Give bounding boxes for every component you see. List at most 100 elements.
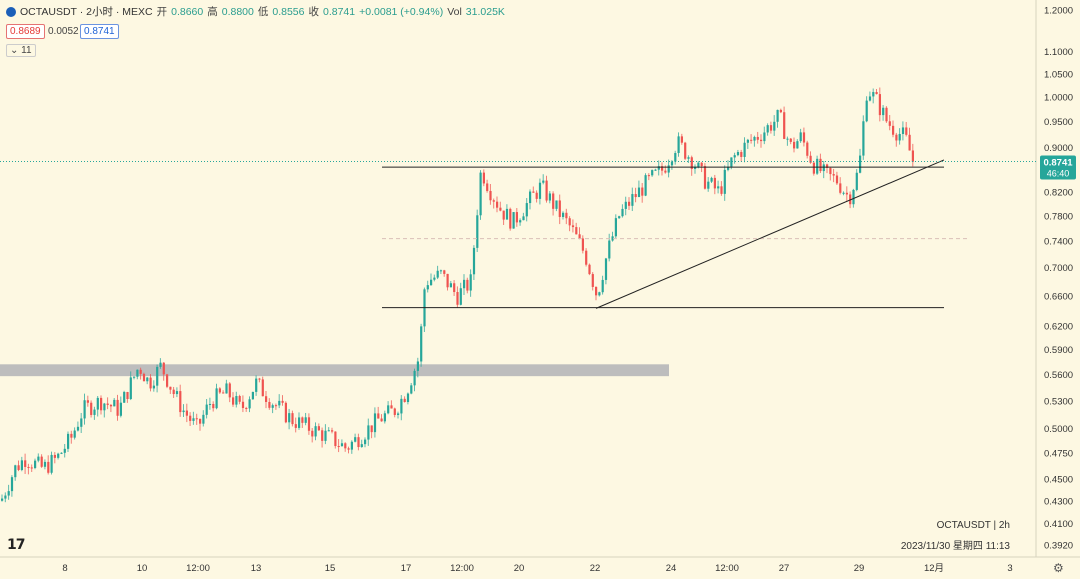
gear-icon[interactable]: ⚙ <box>1053 561 1064 575</box>
candle-body <box>100 397 103 411</box>
candle-body <box>621 208 624 217</box>
candle-body <box>380 418 383 422</box>
candle-body <box>723 169 726 194</box>
candle-body <box>364 439 367 445</box>
price-tick-label: 0.5900 <box>1044 345 1073 356</box>
candle-body <box>776 109 779 122</box>
candle-body <box>327 430 330 432</box>
candle-body <box>469 274 472 291</box>
candle-body <box>377 413 380 419</box>
symbol-label[interactable]: OCTAUSDT · 2小时 · MEXC <box>20 6 153 18</box>
candle-body <box>301 417 304 423</box>
candle-body <box>258 378 261 380</box>
candle-body <box>769 125 773 131</box>
candle-body <box>637 187 641 198</box>
candle-body <box>911 150 914 162</box>
candle-body <box>175 391 179 395</box>
candle-body <box>806 142 809 156</box>
time-tick-label: 29 <box>854 563 865 574</box>
candle-body <box>426 285 429 290</box>
candle-body <box>667 165 670 173</box>
candle-body <box>753 136 756 141</box>
candle-body <box>571 225 575 228</box>
candle-body <box>558 200 561 217</box>
candle-body <box>70 433 73 438</box>
price-tick-label: 0.7400 <box>1044 237 1073 248</box>
candle-body <box>644 175 647 196</box>
candle-body <box>67 433 70 449</box>
candle-body <box>278 400 281 406</box>
high-value: 0.8800 <box>221 5 254 18</box>
candle-body <box>892 125 895 135</box>
bid-box[interactable]: 0.8689 <box>6 24 45 39</box>
support-zone <box>0 364 669 377</box>
candle-body <box>27 466 30 468</box>
price-tick-label: 0.6200 <box>1044 321 1073 332</box>
candle-body <box>624 201 627 209</box>
candle-body <box>413 370 416 386</box>
candle-body <box>199 418 202 424</box>
candle-body <box>57 453 60 458</box>
indicators-toggle[interactable]: ⌄ 11 <box>6 44 36 57</box>
candle-body <box>816 158 819 174</box>
candle-body <box>631 194 634 206</box>
price-tick-label: 0.6600 <box>1044 291 1073 302</box>
candle-body <box>908 134 911 151</box>
candle-body <box>522 216 525 221</box>
candle-body <box>268 401 271 408</box>
time-tick-label: 20 <box>514 563 525 574</box>
candle-body <box>578 234 581 239</box>
candle-body <box>169 386 172 390</box>
candle-body <box>710 177 713 182</box>
candle-body <box>525 203 528 217</box>
candle-body <box>53 454 56 458</box>
candle-body <box>307 417 311 431</box>
candle-body <box>839 183 842 193</box>
candle-body <box>162 362 165 375</box>
candle-body <box>393 408 396 415</box>
candle-body <box>878 94 881 116</box>
watermark-datetime: 2023/11/30 星期四 11:13 <box>900 541 1010 552</box>
spread-value: 0.0052 <box>48 26 79 37</box>
candle-body <box>654 169 657 171</box>
candle-body <box>743 142 746 157</box>
candle-body <box>733 155 736 158</box>
candle-body <box>585 250 588 265</box>
vol-value: 31.025K <box>465 5 505 18</box>
price-tick-label: 0.9000 <box>1044 143 1073 154</box>
candle-body <box>773 121 776 131</box>
ask-box[interactable]: 0.8741 <box>80 24 119 39</box>
candle-body <box>113 399 116 407</box>
candle-body <box>476 215 479 248</box>
price-tick-label: 0.4500 <box>1044 475 1073 486</box>
candle-body <box>499 207 502 211</box>
candle-body <box>763 132 766 142</box>
candle-body <box>126 392 129 400</box>
candle-body <box>895 134 898 141</box>
candle-body <box>842 192 845 194</box>
candle-body <box>565 212 568 219</box>
candle-body <box>611 236 614 241</box>
candle-body <box>241 401 245 408</box>
candle-body <box>146 377 149 382</box>
candle-body <box>905 127 908 135</box>
candle-body <box>265 396 268 402</box>
candle-body <box>152 385 155 389</box>
candle-body <box>182 410 185 413</box>
candle-body <box>697 162 700 168</box>
price-tick-label: 0.5300 <box>1044 396 1073 407</box>
candle-body <box>195 418 198 420</box>
candle-body <box>538 182 542 199</box>
candle-body <box>80 418 83 427</box>
chevron-down-icon: ⌄ <box>10 45 19 56</box>
candle-body <box>156 366 159 386</box>
change-value: +0.0081 (+0.94%) <box>359 5 444 18</box>
candle-body <box>793 141 796 149</box>
candle-body <box>641 187 644 196</box>
candle-body <box>83 400 86 419</box>
candle-body <box>796 141 799 149</box>
candle-body <box>1 498 4 501</box>
candle-body <box>208 403 212 405</box>
